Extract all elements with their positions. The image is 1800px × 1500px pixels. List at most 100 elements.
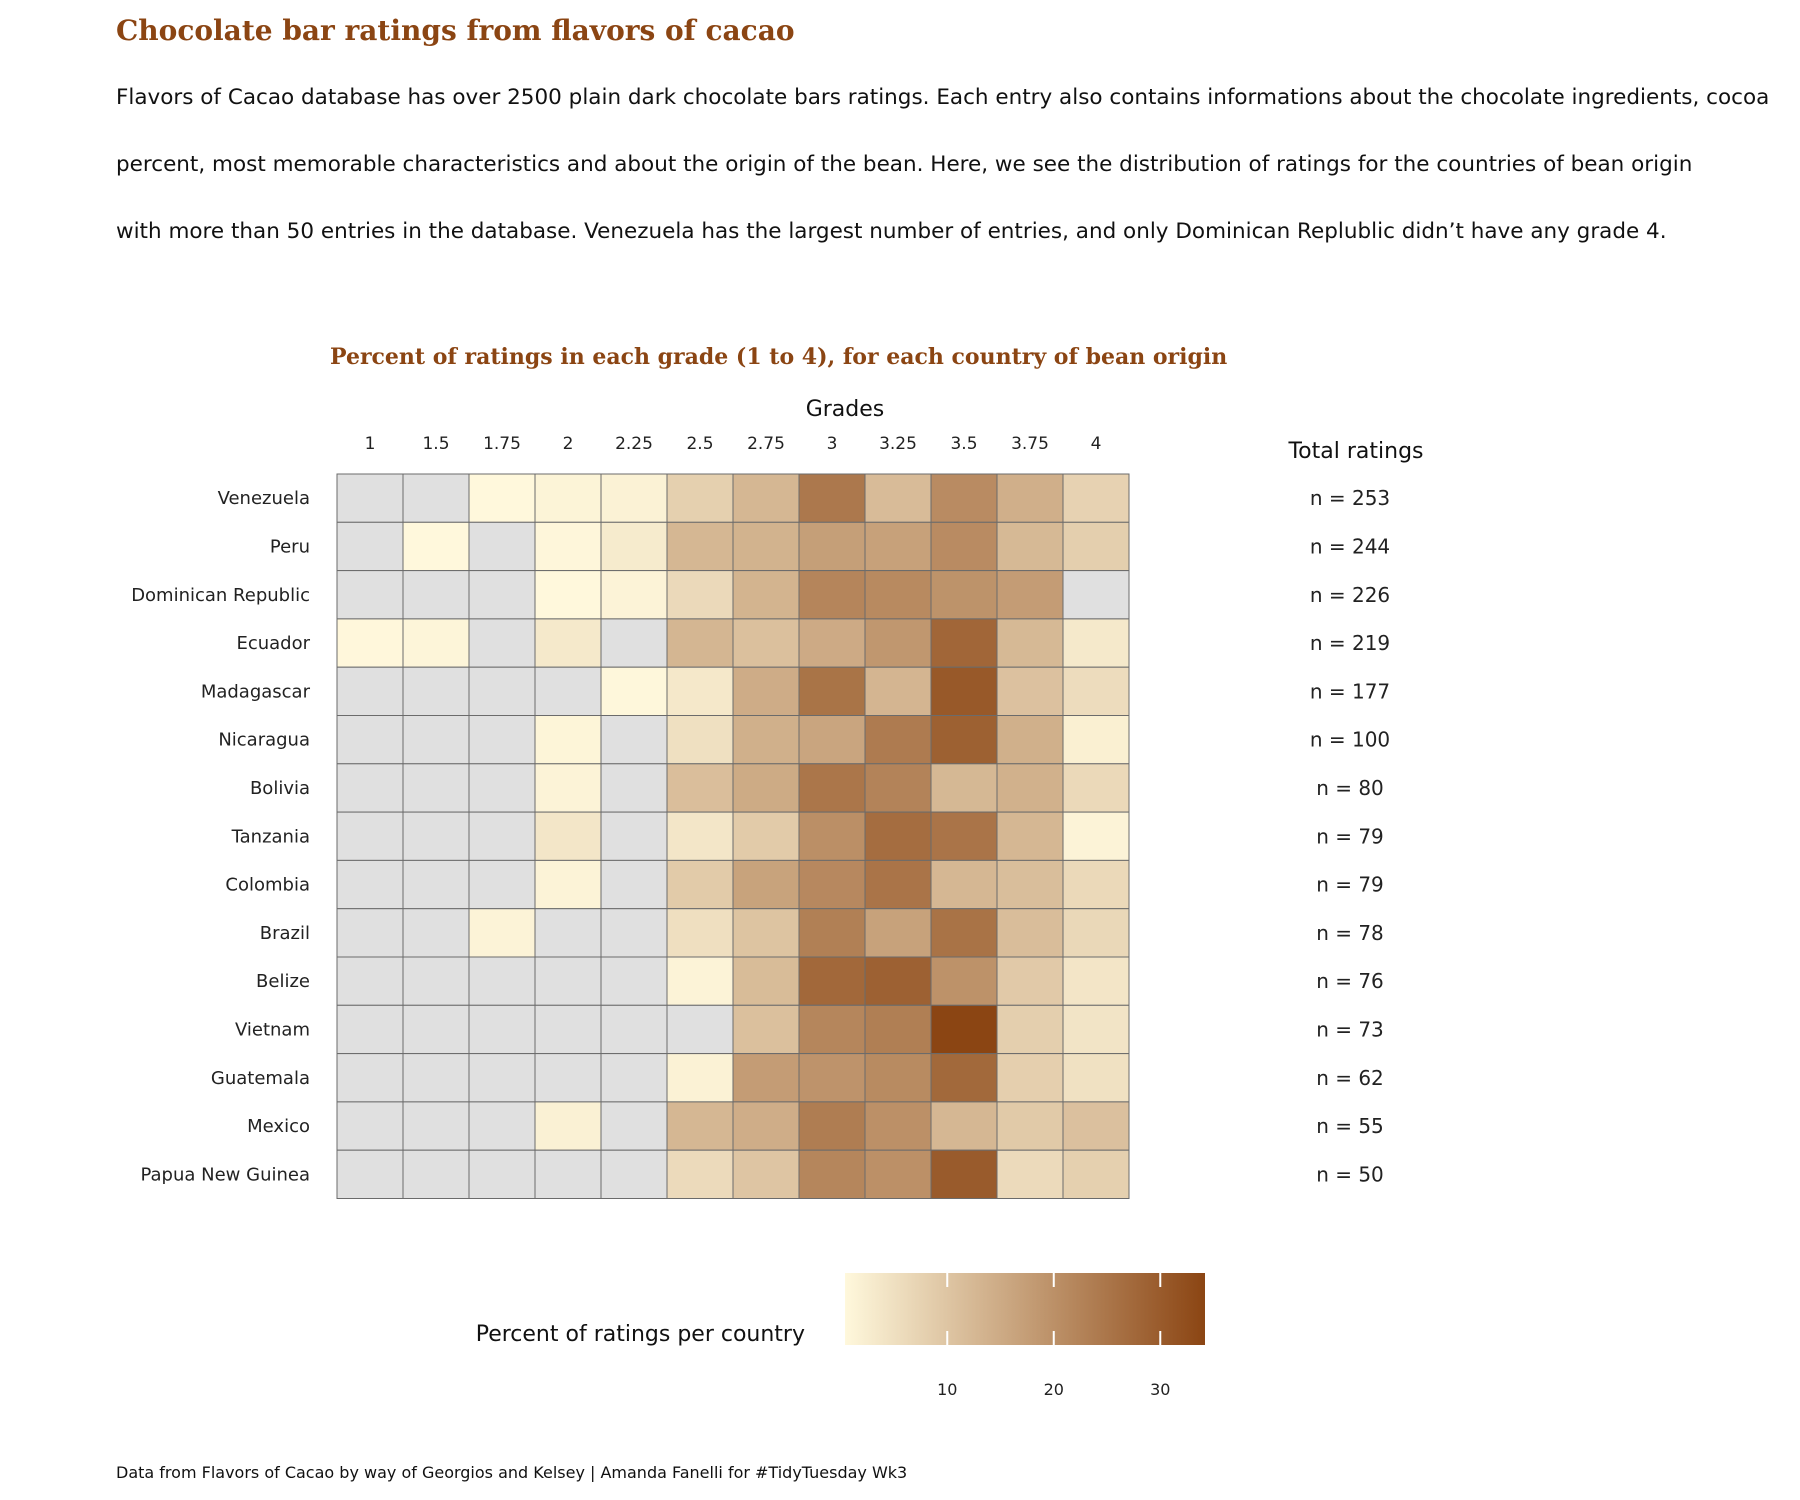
y-tick-label: Mexico — [247, 1116, 310, 1137]
total-ratings-label: n = 177 — [1310, 679, 1390, 703]
heatmap-cells — [336, 473, 1130, 1199]
heatmap-cell — [732, 570, 800, 620]
heatmap-cell — [534, 859, 602, 910]
heatmap-cell — [534, 908, 602, 958]
heatmap-cell — [534, 1004, 602, 1055]
total-ratings-label: n = 62 — [1316, 1066, 1384, 1090]
subtitle-line: with more than 50 entries in the databas… — [116, 219, 1667, 244]
heatmap-cell — [336, 521, 404, 572]
heatmap-cell — [600, 473, 668, 523]
heatmap-cell — [732, 715, 800, 765]
heatmap-cell — [1062, 1004, 1130, 1055]
heatmap-cell — [798, 811, 866, 861]
legend-tick-label: 30 — [1150, 1380, 1170, 1399]
heatmap-cell — [336, 763, 404, 813]
heatmap-cell — [666, 1053, 734, 1103]
heatmap-cell — [1062, 570, 1130, 620]
y-tick-label: Colombia — [225, 875, 310, 896]
heatmap-cell — [336, 956, 404, 1006]
heatmap-cell — [402, 956, 470, 1006]
x-tick-label: 1 — [365, 434, 376, 454]
heatmap-cell — [468, 666, 536, 717]
subtitle-line: Flavors of Cacao database has over 2500 … — [116, 85, 1770, 110]
heatmap-cell — [732, 1053, 800, 1103]
heatmap-cell — [600, 715, 668, 765]
total-ratings-label: n = 76 — [1316, 969, 1384, 993]
heatmap-cell — [468, 570, 536, 620]
heatmap-cell — [732, 473, 800, 523]
heatmap-cell — [864, 763, 932, 813]
heatmap-cell — [600, 521, 668, 572]
heatmap-cell — [534, 763, 602, 813]
heatmap-cell — [336, 618, 404, 668]
heatmap-cell — [996, 811, 1064, 861]
heatmap-cell — [930, 1004, 998, 1055]
heatmap-cell — [930, 763, 998, 813]
heatmap-cell — [1062, 473, 1130, 523]
y-tick-label: Brazil — [260, 923, 310, 944]
heatmap-cell — [600, 666, 668, 717]
heatmap-cell — [864, 618, 932, 668]
total-ratings-label: n = 219 — [1310, 631, 1390, 655]
y-tick-label: Dominican Republic — [131, 585, 310, 606]
heatmap-cell — [534, 1149, 602, 1199]
heatmap-cell — [666, 473, 734, 523]
heatmap-cell — [666, 521, 734, 572]
subtitle-line: percent, most memorable characteristics … — [116, 152, 1693, 177]
subtitle: Flavors of Cacao database has over 2500 … — [116, 64, 1776, 265]
heatmap-cell — [864, 570, 932, 620]
heatmap-cell — [1062, 1053, 1130, 1103]
heatmap-cell — [336, 859, 404, 910]
heatmap-cell — [732, 1004, 800, 1055]
heatmap-cell — [798, 473, 866, 523]
heatmap-cell — [468, 618, 536, 668]
heatmap-cell — [1062, 1149, 1130, 1199]
heatmap-cell — [534, 618, 602, 668]
heatmap-cell — [798, 1101, 866, 1151]
legend-tick-label: 10 — [937, 1380, 957, 1399]
heatmap-cell — [1062, 859, 1130, 910]
heatmap-cell — [996, 1149, 1064, 1199]
heatmap-cell — [402, 666, 470, 717]
y-tick-label: Bolivia — [250, 778, 310, 799]
heatmap-cell — [402, 811, 470, 861]
heatmap-cell — [468, 1053, 536, 1103]
y-tick-label: Papua New Guinea — [140, 1164, 310, 1185]
heatmap-cell — [864, 1053, 932, 1103]
heatmap-cell — [666, 570, 734, 620]
heatmap-cell — [732, 666, 800, 717]
heatmap-cell — [798, 763, 866, 813]
y-tick-label: Nicaragua — [218, 730, 310, 751]
page-title: Chocolate bar ratings from flavors of ca… — [116, 14, 795, 47]
heatmap-cell — [996, 473, 1064, 523]
heatmap-cell — [864, 859, 932, 910]
heatmap-cell — [468, 1149, 536, 1199]
heatmap-cell — [930, 570, 998, 620]
x-tick-label: 2.75 — [747, 434, 785, 454]
heatmap-cell — [798, 666, 866, 717]
heatmap-cell — [600, 811, 668, 861]
heatmap-cell — [930, 473, 998, 523]
total-ratings-label: n = 244 — [1310, 534, 1390, 558]
heatmap-cell — [402, 1004, 470, 1055]
heatmap-cell — [534, 521, 602, 572]
heatmap-cell — [468, 956, 536, 1006]
heatmap-cell — [600, 570, 668, 620]
heatmap-cell — [1062, 618, 1130, 668]
heatmap-cell — [864, 666, 932, 717]
legend-ticks: 10 20 30 — [937, 1273, 1170, 1399]
heatmap-cell — [534, 1053, 602, 1103]
total-ratings-label: n = 78 — [1316, 921, 1384, 945]
heatmap-cell — [402, 1101, 470, 1151]
heatmap-cell — [798, 1149, 866, 1199]
heatmap-cell — [732, 908, 800, 958]
x-tick-label: 3.75 — [1011, 434, 1049, 454]
heatmap-cell — [930, 956, 998, 1006]
heatmap-cell — [600, 956, 668, 1006]
heatmap-cell — [402, 1053, 470, 1103]
heatmap-cell — [402, 521, 470, 572]
y-axis-labels: Venezuela Peru Dominican Republic Ecuador Ma… — [131, 488, 310, 1185]
heatmap-cell — [534, 811, 602, 861]
heatmap-cell — [666, 618, 734, 668]
